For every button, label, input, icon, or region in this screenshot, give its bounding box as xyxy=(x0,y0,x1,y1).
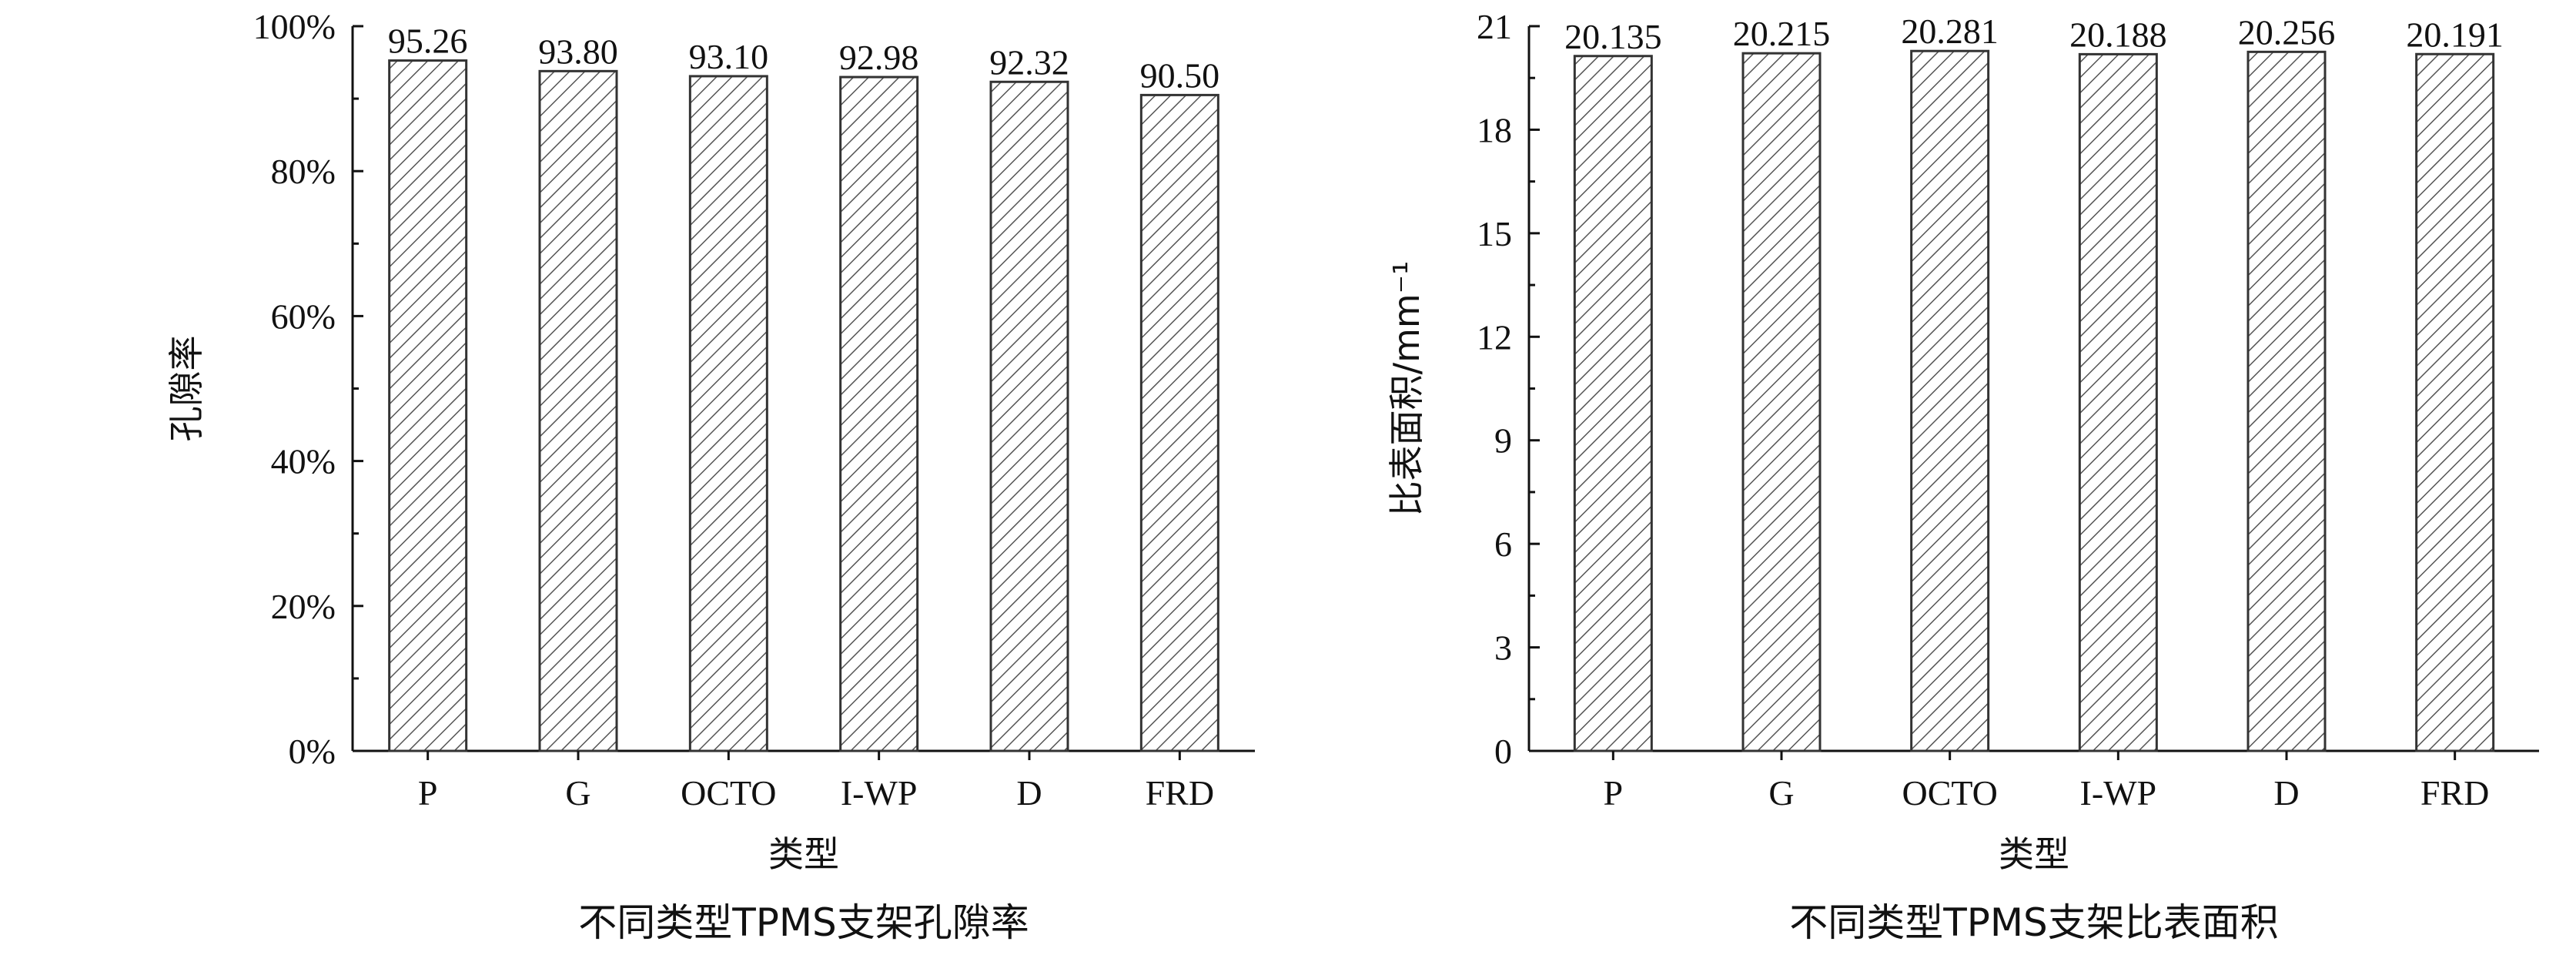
y-tick-label: 3 xyxy=(1494,628,1512,668)
x-category-label: FRD xyxy=(2420,773,2489,813)
x-category-label: G xyxy=(565,773,590,813)
y-tick-label: 60% xyxy=(271,297,336,336)
bar-value-label: 95.26 xyxy=(388,22,468,61)
bar xyxy=(1741,52,1822,752)
y-tick-label: 18 xyxy=(1477,110,1512,149)
surface-area-bar-chart: 0 3 6 9 12 15 18 21 20.135 P 20.215 G 20.281 OCTO 20.1… xyxy=(1386,7,2539,945)
bar xyxy=(688,75,768,752)
y-tick-label: 21 xyxy=(1477,7,1512,46)
x-category-label: I-WP xyxy=(2080,773,2157,813)
bar-value-label: 20.215 xyxy=(1733,14,1831,53)
bar xyxy=(839,75,919,752)
bar-value-label: 92.98 xyxy=(839,38,919,77)
bar xyxy=(989,80,1069,752)
y-tick-label: 6 xyxy=(1494,524,1512,564)
chart-caption: 不同类型TPMS支架孔隙率 xyxy=(578,900,1029,945)
bar-value-label: 20.281 xyxy=(1901,12,1999,51)
bar-value-label: 20.135 xyxy=(1564,17,1662,56)
x-category-label: FRD xyxy=(1146,773,1214,813)
bar-value-label: 93.80 xyxy=(538,32,618,71)
x-axis-title: 类型 xyxy=(1999,833,2069,875)
y-tick-label: 0 xyxy=(1494,732,1512,771)
bar xyxy=(1910,49,1990,752)
bar-value-label: 20.188 xyxy=(2069,15,2167,54)
x-category-label: D xyxy=(2273,773,2299,813)
x-category-label: G xyxy=(1768,773,1794,813)
y-axis-title: 比表面积/mm⁻¹ xyxy=(1386,261,1427,517)
bar xyxy=(1139,93,1219,752)
y-tick-label: 100% xyxy=(253,7,336,46)
y-tick-label: 15 xyxy=(1477,214,1512,253)
y-tick-label: 12 xyxy=(1477,317,1512,357)
y-tick-label: 0% xyxy=(289,732,336,771)
y-tick-label: 80% xyxy=(271,152,336,191)
bar-value-label: 20.191 xyxy=(2406,15,2504,54)
x-category-label: I-WP xyxy=(841,773,918,813)
x-category-label: P xyxy=(418,773,438,813)
bar xyxy=(2246,50,2327,752)
x-category-label: OCTO xyxy=(681,773,776,813)
y-tick-label: 20% xyxy=(271,587,336,626)
x-axis-title: 类型 xyxy=(768,833,839,875)
x-category-label: D xyxy=(1016,773,1042,813)
bar xyxy=(2078,52,2158,752)
surface-area-chart-panel: 0 3 6 9 12 15 18 21 20.135 P 20.215 G 20.281 OCTO 20.1… xyxy=(1288,0,2576,955)
bar xyxy=(1573,55,1653,752)
bar-value-label: 92.32 xyxy=(989,42,1069,82)
x-category-label: OCTO xyxy=(1902,773,1997,813)
x-category-label: P xyxy=(1604,773,1624,813)
bar xyxy=(538,69,618,752)
y-tick-label: 9 xyxy=(1494,421,1512,461)
porosity-bar-chart: 0% 20% 40% 60% 80% 100% 95.26 P 93.80 G 93.10 OCTO 9… xyxy=(166,7,1255,945)
y-tick-label: 40% xyxy=(271,442,336,481)
bar-value-label: 90.50 xyxy=(1140,55,1220,95)
bar-value-label: 20.256 xyxy=(2238,12,2336,52)
y-axis-title: 孔隙率 xyxy=(166,336,207,442)
porosity-chart-panel: 0% 20% 40% 60% 80% 100% 95.26 P 93.80 G 93.10 OCTO 9… xyxy=(166,7,1255,945)
bar-value-label: 93.10 xyxy=(689,37,769,76)
chart-caption: 不同类型TPMS支架比表面积 xyxy=(1789,900,2279,945)
bar xyxy=(2415,52,2495,752)
bar xyxy=(388,59,468,752)
